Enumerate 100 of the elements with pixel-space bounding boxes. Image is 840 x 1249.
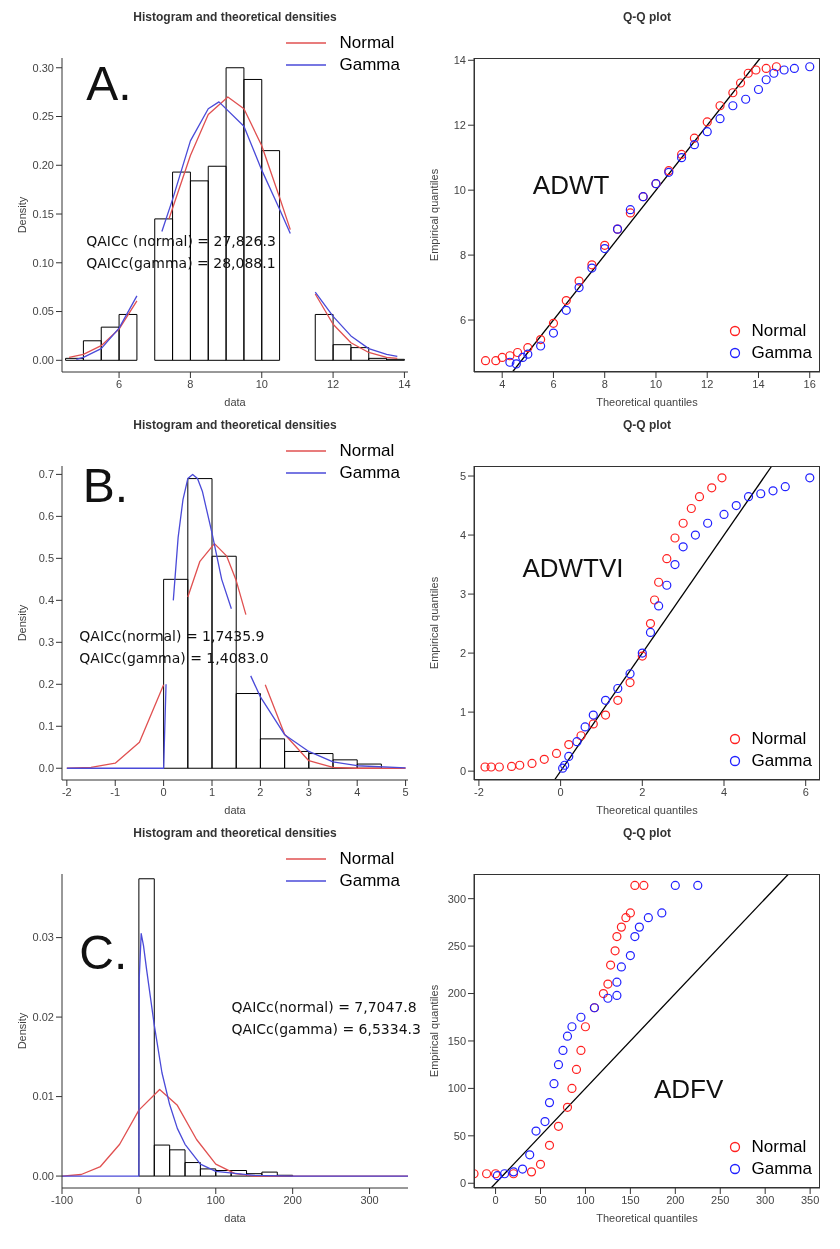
x-tick-label: 4 xyxy=(499,377,506,390)
y-axis-title: Empirical quantiles xyxy=(428,576,440,670)
legend-label: Gamma xyxy=(751,342,812,364)
annotation: B. xyxy=(82,458,129,513)
annotation: A. xyxy=(86,57,132,111)
x-tick-label: 12 xyxy=(701,377,714,390)
chart-title: Histogram and theoretical densities xyxy=(132,418,338,432)
legend-label: Gamma xyxy=(339,54,400,76)
y-tick-label: 0.0 xyxy=(38,762,54,775)
y-tick-label: 5 xyxy=(459,469,466,482)
x-tick-label: -1 xyxy=(110,785,121,798)
x-tick-label: 3 xyxy=(305,785,312,798)
x-tick-label: 150 xyxy=(621,1193,640,1206)
chart-title: Q-Q plot xyxy=(622,10,672,24)
y-axis-title: Empirical quantiles xyxy=(428,984,440,1078)
legend-label: Gamma xyxy=(339,870,400,892)
legend-label: Gamma xyxy=(751,750,812,772)
x-axis-title: Theoretical quantiles xyxy=(595,804,699,816)
x-tick-label: 200 xyxy=(666,1193,685,1206)
x-tick-label: 6 xyxy=(802,785,809,798)
y-tick-label: 0.00 xyxy=(32,354,54,367)
x-tick-label: -2 xyxy=(474,785,484,798)
y-tick-label: 300 xyxy=(447,892,466,905)
y-tick-label: 0.5 xyxy=(38,552,54,565)
x-tick-label: 350 xyxy=(800,1193,820,1206)
y-tick-label: 200 xyxy=(447,987,466,1000)
x-tick-label: 300 xyxy=(360,1193,379,1206)
annotation: QAICc(gamma) = 6,5334.3 xyxy=(231,1020,421,1037)
legend-label: Normal xyxy=(339,440,395,462)
y-tick-label: 0.4 xyxy=(38,594,54,607)
x-tick-label: 0 xyxy=(557,785,564,798)
annotation: ADWT xyxy=(532,170,610,201)
y-tick-label: 0 xyxy=(459,765,466,778)
y-tick-label: 0.03 xyxy=(32,931,54,944)
y-tick-label: 0.30 xyxy=(32,61,54,74)
x-tick-label: 2 xyxy=(639,785,646,798)
x-tick-label: 14 xyxy=(752,377,765,390)
y-tick-label: 0.20 xyxy=(32,159,54,172)
x-tick-label: 14 xyxy=(398,377,411,390)
x-tick-label: 10 xyxy=(649,377,663,390)
y-tick-label: 0.1 xyxy=(38,720,54,733)
y-tick-label: 50 xyxy=(453,1129,466,1142)
y-tick-label: 0 xyxy=(459,1177,466,1190)
y-axis-title: Density xyxy=(16,1012,28,1050)
x-tick-label: 2 xyxy=(257,785,264,798)
y-tick-label: 0.7 xyxy=(38,468,54,481)
y-tick-label: 250 xyxy=(447,940,466,952)
y-tick-label: 2 xyxy=(459,647,466,660)
y-tick-label: 100 xyxy=(447,1082,466,1095)
x-tick-label: 8 xyxy=(601,377,608,390)
y-tick-label: 0.00 xyxy=(32,1169,54,1182)
y-tick-label: 0.2 xyxy=(38,678,54,691)
legend-label: Normal xyxy=(751,1136,807,1158)
legend-label: Gamma xyxy=(339,462,400,484)
x-tick-label: 4 xyxy=(720,785,728,798)
y-axis-title: Density xyxy=(16,604,28,642)
annotation: QAICc(normal) = 7,7047.8 xyxy=(231,998,417,1015)
x-axis-title: Theoretical quantiles xyxy=(595,1212,699,1224)
y-tick-label: 0.15 xyxy=(32,207,54,220)
y-tick-label: 10 xyxy=(453,184,466,197)
legend-label: Normal xyxy=(751,728,807,750)
x-tick-label: 250 xyxy=(711,1193,730,1206)
y-tick-label: 0.10 xyxy=(32,256,54,269)
x-tick-label: 100 xyxy=(576,1193,595,1206)
y-tick-label: 150 xyxy=(447,1034,466,1047)
y-tick-label: 14 xyxy=(453,54,466,67)
annotation: ADWTVI xyxy=(522,552,624,583)
x-axis-title: data xyxy=(223,396,247,408)
x-tick-label: 0 xyxy=(135,1193,142,1206)
y-tick-label: 4 xyxy=(459,528,466,541)
legend-label: Normal xyxy=(339,848,395,870)
x-tick-label: 12 xyxy=(326,377,340,390)
y-tick-label: 0.05 xyxy=(32,305,54,318)
x-tick-label: 1 xyxy=(208,785,216,798)
x-tick-label: 6 xyxy=(550,377,557,390)
x-axis-title: data xyxy=(223,1212,247,1224)
y-tick-label: 0.6 xyxy=(38,510,54,523)
x-axis-title: data xyxy=(223,804,247,816)
chart-title: Histogram and theoretical densities xyxy=(132,826,338,840)
x-tick-label: 300 xyxy=(756,1193,775,1206)
chart-title: Histogram and theoretical densities xyxy=(132,10,338,24)
chart-title: Q-Q plot xyxy=(622,418,672,432)
y-tick-label: 0.3 xyxy=(38,636,54,649)
legend-label: Normal xyxy=(751,320,807,342)
y-tick-label: 8 xyxy=(459,249,466,262)
y-tick-label: 6 xyxy=(459,313,466,326)
x-axis-title: Theoretical quantiles xyxy=(595,396,699,408)
x-tick-label: 0 xyxy=(160,785,167,798)
y-tick-label: 3 xyxy=(459,587,466,600)
x-tick-label: -2 xyxy=(61,785,72,798)
x-tick-label: 6 xyxy=(116,377,123,390)
y-axis-title: Density xyxy=(16,196,28,234)
legend-label: Normal xyxy=(339,32,395,54)
x-tick-label: 16 xyxy=(803,377,816,390)
x-tick-label: 8 xyxy=(187,377,194,390)
annotation: C. xyxy=(79,926,128,981)
y-tick-label: 0.01 xyxy=(32,1090,54,1103)
x-tick-label: -100 xyxy=(50,1193,74,1206)
y-tick-label: 1 xyxy=(459,706,466,719)
y-tick-label: 0.02 xyxy=(32,1010,54,1023)
